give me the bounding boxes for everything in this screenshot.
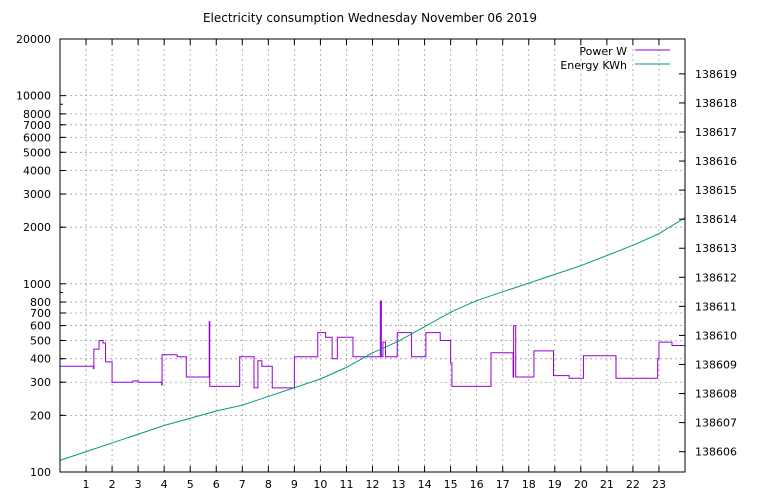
x-tick-label: 18: [522, 478, 536, 491]
y-right-tick-label: 138613: [695, 242, 737, 255]
tick-labels: 1 2 3 4 5 6 7 8 9 10 11 12 13 14 15 16 17 18 19 20 21 22 23100…: [16, 33, 737, 491]
x-tick-label: 17: [496, 478, 510, 491]
y-left-tick-label: 4000: [23, 165, 51, 178]
x-tick-label: 13: [392, 478, 406, 491]
x-tick-label: 7: [239, 478, 246, 491]
x-tick-label: 1: [83, 478, 90, 491]
x-tick-label: 6: [213, 478, 220, 491]
x-tick-label: 10: [313, 478, 327, 491]
y-left-tick-label: 5000: [23, 146, 51, 159]
x-tick-label: 8: [265, 478, 272, 491]
x-tick-label: 15: [444, 478, 458, 491]
x-tick-label: 19: [548, 478, 562, 491]
y-left-tick-label: 3000: [23, 188, 51, 201]
y-left-tick-label: 300: [30, 376, 51, 389]
x-tick-label: 5: [187, 478, 194, 491]
tick-marks: [60, 38, 685, 473]
y-left-tick-label: 20000: [16, 33, 51, 46]
x-tick-label: 12: [366, 478, 380, 491]
x-tick-label: 9: [291, 478, 298, 491]
y-left-tick-label: 400: [30, 353, 51, 366]
x-tick-label: 3: [135, 478, 142, 491]
y-right-tick-label: 138607: [695, 417, 737, 430]
y-right-tick-label: 138619: [695, 68, 737, 81]
y-left-tick-label: 8000: [23, 108, 51, 121]
y-left-tick-label: 1000: [23, 278, 51, 291]
chart-title: Electricity consumption Wednesday Novemb…: [203, 11, 537, 25]
y-left-tick-label: 100: [30, 466, 51, 479]
x-tick-label: 16: [470, 478, 484, 491]
legend-label-energy: Energy KWh: [560, 59, 627, 72]
y-right-tick-label: 138616: [695, 155, 737, 168]
y-right-tick-label: 138606: [695, 446, 737, 459]
y-right-tick-label: 138612: [695, 271, 737, 284]
grid-lines: [60, 39, 685, 472]
y-right-tick-label: 138608: [695, 388, 737, 401]
y-left-tick-label: 700: [30, 307, 51, 320]
x-tick-label: 20: [574, 478, 588, 491]
y-left-tick-label: 500: [30, 334, 51, 347]
y-right-tick-label: 138618: [695, 97, 737, 110]
legend-label-power: Power W: [579, 45, 627, 58]
y-left-tick-label: 2000: [23, 221, 51, 234]
x-tick-label: 11: [339, 478, 353, 491]
y-left-tick-label: 10000: [16, 90, 51, 103]
y-right-tick-label: 138610: [695, 329, 737, 342]
x-tick-label: 2: [109, 478, 116, 491]
y-left-tick-label: 800: [30, 296, 51, 309]
series-line-energy-kwh: [59, 217, 686, 461]
y-right-tick-label: 138609: [695, 358, 737, 371]
x-tick-label: 23: [652, 478, 666, 491]
x-tick-label: 22: [626, 478, 640, 491]
y-left-tick-label: 600: [30, 320, 51, 333]
x-tick-label: 21: [600, 478, 614, 491]
series-line-power-w: [60, 300, 686, 389]
y-right-tick-label: 138611: [695, 300, 737, 313]
y-left-tick-label: 6000: [23, 131, 51, 144]
y-left-tick-label: 200: [30, 409, 51, 422]
y-right-tick-label: 138617: [695, 126, 737, 139]
y-right-tick-label: 138614: [695, 213, 737, 226]
legend: Power W Energy KWh: [560, 45, 670, 72]
y-left-tick-label: 7000: [23, 119, 51, 132]
y-right-tick-label: 138615: [695, 184, 737, 197]
x-tick-label: 4: [161, 478, 168, 491]
series-layer: [59, 217, 686, 461]
x-tick-label: 14: [418, 478, 432, 491]
